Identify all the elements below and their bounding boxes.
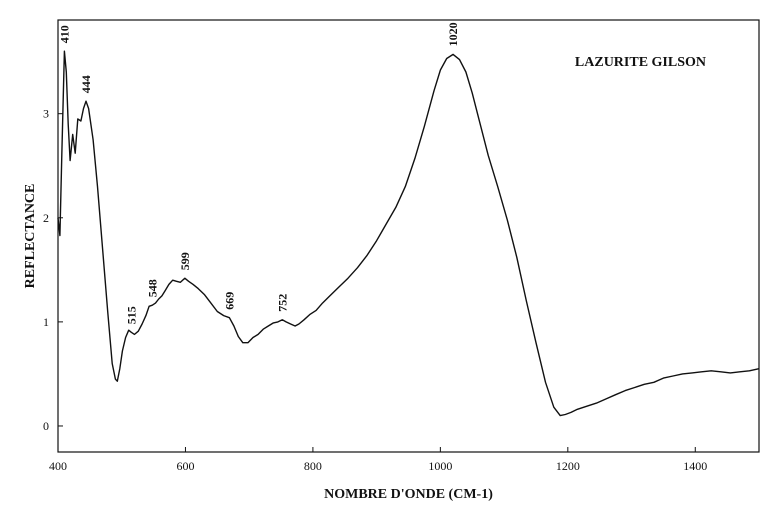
x-tick-label: 1000 bbox=[428, 459, 452, 473]
y-tick-label: 3 bbox=[43, 107, 49, 121]
peak-label: 669 bbox=[222, 292, 236, 310]
peak-label: 410 bbox=[57, 25, 71, 43]
x-tick-label: 600 bbox=[176, 459, 194, 473]
peak-label: 1020 bbox=[446, 22, 460, 46]
peak-label: 515 bbox=[124, 306, 138, 324]
annotations-layer: 410 444 515 548 599 669 752 1020 bbox=[57, 22, 460, 324]
series-layer bbox=[57, 50, 760, 417]
y-tick-label: 0 bbox=[43, 419, 49, 433]
reflectance-series-line bbox=[57, 50, 760, 417]
x-tick-label: 1200 bbox=[556, 459, 580, 473]
peak-label: 599 bbox=[178, 252, 192, 270]
x-axis-title: NOMBRE D'ONDE (CM-1) bbox=[324, 487, 493, 502]
x-tick-label: 400 bbox=[49, 459, 67, 473]
chart-title: LAZURITE GILSON bbox=[575, 55, 706, 70]
x-tick-label: 1400 bbox=[683, 459, 707, 473]
y-tick-label: 1 bbox=[43, 315, 49, 329]
ticks-layer: 400 600 800 1000 1200 1400 0 1 2 3 bbox=[43, 107, 707, 473]
peak-label: 548 bbox=[145, 279, 159, 297]
y-axis-title: REFLECTANCE bbox=[23, 184, 38, 289]
x-tick-label: 800 bbox=[304, 459, 322, 473]
peak-label: 444 bbox=[79, 75, 93, 93]
plot-frame bbox=[57, 19, 760, 453]
peak-label: 752 bbox=[275, 294, 289, 312]
y-tick-label: 2 bbox=[43, 211, 49, 225]
